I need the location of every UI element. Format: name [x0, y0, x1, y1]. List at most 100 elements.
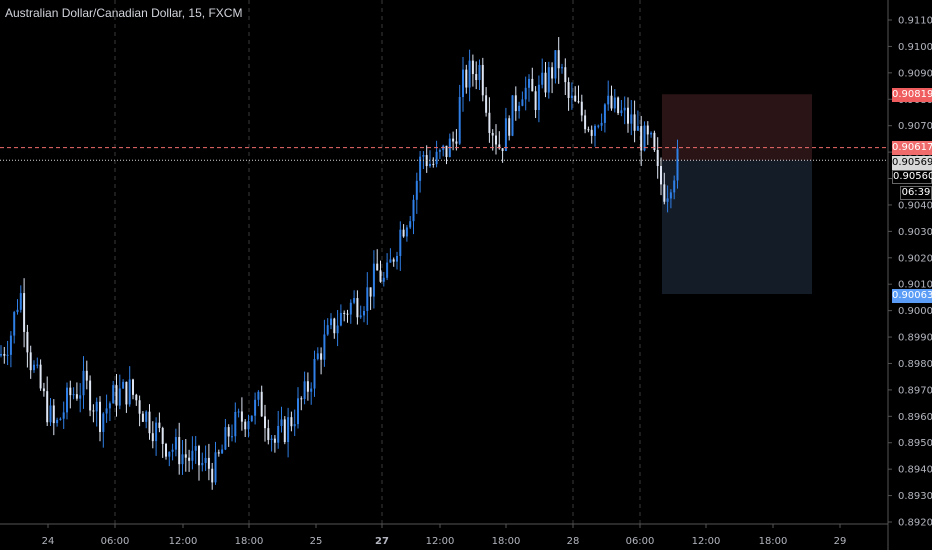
- candle-body: [300, 398, 303, 400]
- candle-body: [59, 418, 62, 420]
- candle-body: [330, 318, 332, 326]
- candle-body: [627, 107, 629, 124]
- candle-body: [62, 412, 65, 419]
- candle-body: [422, 155, 425, 157]
- candle-body: [610, 95, 613, 109]
- candle-body: [501, 148, 504, 151]
- candle-body: [613, 97, 616, 109]
- candle-body: [673, 180, 676, 193]
- candle-body: [485, 95, 488, 113]
- candle-body: [36, 364, 39, 366]
- candle-body: [580, 101, 583, 116]
- candle-body: [597, 125, 600, 127]
- candle-body: [528, 78, 530, 88]
- candle-body: [264, 416, 266, 429]
- candle-body: [504, 118, 507, 151]
- candle-body: [290, 417, 293, 427]
- position-zones: [662, 94, 812, 294]
- candle-body: [201, 462, 204, 466]
- candle-body: [620, 110, 623, 114]
- x-axis: 24 06:00 12:00 18:00 25 27 12:00 18:00 28 06:00 12…: [0, 523, 888, 547]
- candle-body: [594, 125, 596, 136]
- candle-body: [402, 229, 405, 237]
- candle-body: [323, 334, 326, 360]
- candle-body: [46, 391, 49, 423]
- candle-body: [188, 457, 191, 461]
- candle-body: [537, 84, 540, 111]
- candle-body: [102, 413, 105, 432]
- candle-body: [240, 411, 243, 422]
- candle-body: [412, 199, 415, 222]
- candle-body: [56, 419, 59, 424]
- candle-body: [349, 302, 352, 315]
- candle-body: [214, 452, 217, 483]
- candle-body: [382, 277, 385, 282]
- candle-body: [227, 427, 230, 437]
- candle-body: [125, 381, 128, 405]
- candle-body: [13, 312, 16, 336]
- candle-body: [66, 387, 68, 413]
- candle-body: [122, 381, 125, 389]
- candle-body: [135, 394, 138, 401]
- candle-body: [656, 149, 659, 166]
- candle-body: [204, 457, 207, 463]
- candle-body: [320, 353, 323, 360]
- candle-body: [600, 122, 603, 126]
- candle-body: [369, 287, 372, 297]
- candle-body: [544, 72, 547, 93]
- candle-body: [561, 67, 563, 69]
- candle-body: [353, 298, 356, 303]
- candle-body: [19, 293, 22, 310]
- candle-body: [468, 60, 471, 88]
- candle-body: [293, 424, 296, 427]
- candle-body: [231, 436, 233, 438]
- candle-body: [171, 449, 174, 452]
- candle-body: [273, 438, 276, 443]
- candle-body: [132, 379, 134, 395]
- candle-body: [435, 151, 438, 165]
- take-profit-label[interactable]: 0.90063: [892, 289, 932, 303]
- candle-body: [438, 150, 441, 152]
- candle-body: [432, 163, 435, 165]
- candle-body: [346, 313, 349, 315]
- entry-price-label[interactable]: 0.90617: [892, 141, 932, 155]
- candle-body: [663, 184, 666, 202]
- candle-body: [478, 64, 481, 81]
- stop-loss-label[interactable]: 0.90819: [892, 88, 932, 102]
- x-tick-label: 29: [834, 536, 847, 547]
- candle-body: [217, 452, 220, 454]
- candle-body: [584, 115, 587, 130]
- candle-body: [458, 97, 461, 144]
- candle-body: [524, 87, 527, 100]
- candle-body: [99, 401, 101, 432]
- candle-body: [488, 112, 491, 133]
- candle-body: [590, 129, 593, 136]
- candle-body: [92, 410, 95, 412]
- candle-body: [75, 394, 78, 399]
- candle-body: [49, 405, 52, 423]
- candle-body: [429, 163, 431, 167]
- candle-body: [547, 67, 550, 93]
- candle-body: [184, 454, 187, 458]
- candle-body: [471, 60, 474, 75]
- candle-body: [128, 379, 131, 405]
- x-tick-label: 24: [42, 536, 55, 547]
- candles-group: [0, 37, 679, 490]
- candle-body: [640, 126, 643, 151]
- candle-body: [419, 156, 422, 181]
- candle-body: [339, 312, 342, 326]
- candle-body: [207, 457, 210, 469]
- candle-body: [277, 425, 280, 443]
- candle-body: [455, 141, 458, 144]
- candle-body: [366, 287, 369, 312]
